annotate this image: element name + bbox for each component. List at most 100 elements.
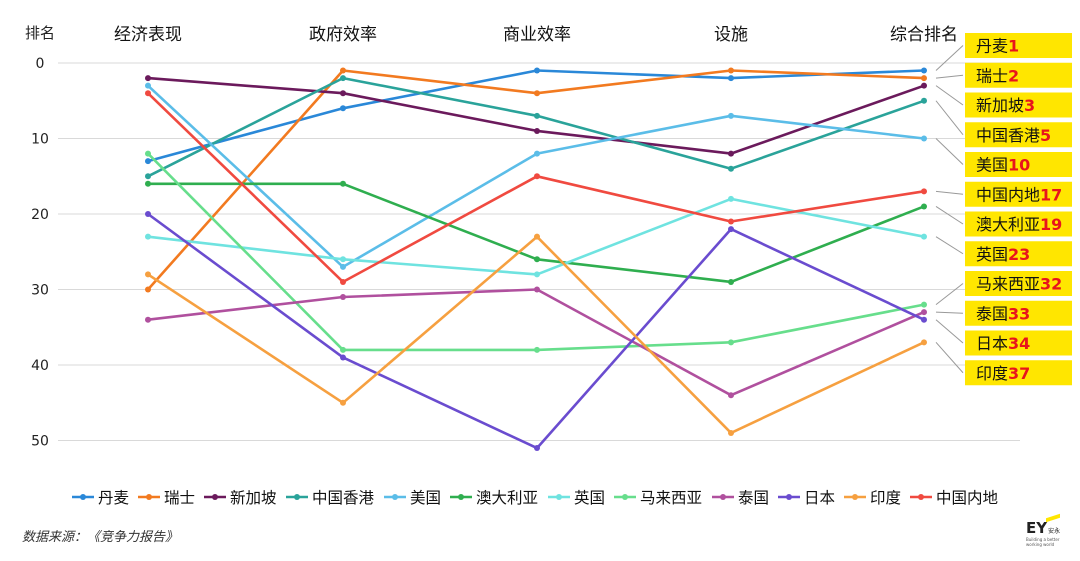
series-points — [145, 67, 927, 452]
rank-number: 37 — [1008, 364, 1030, 383]
data-point — [534, 90, 540, 97]
data-point — [145, 211, 151, 217]
rank-box-label: 澳大利亚19 — [976, 215, 1062, 234]
rank-country: 泰国 — [976, 304, 1008, 323]
rank-box — [965, 360, 1072, 386]
data-point — [145, 173, 151, 180]
legend-label: 美国 — [410, 489, 441, 507]
rank-box-label: 泰国33 — [976, 304, 1030, 323]
category-label: 政府效率 — [309, 25, 377, 45]
legend-swatch-dot — [720, 494, 726, 500]
leader-line — [935, 311, 964, 314]
y-tick-label: 20 — [31, 207, 49, 223]
leader-line — [935, 236, 964, 255]
rank-number: 5 — [1040, 126, 1051, 145]
leader-line — [935, 74, 964, 79]
rank-box — [965, 181, 1072, 207]
logo-tagline: Building a better working world — [1026, 537, 1060, 547]
data-point — [921, 339, 927, 346]
rank-box-label: 中国内地17 — [976, 185, 1062, 204]
category-label: 设施 — [714, 25, 748, 45]
data-point — [728, 75, 734, 82]
annotation-leaders — [935, 45, 964, 374]
legend-label: 瑞士 — [164, 489, 195, 507]
legend-swatch-dot — [146, 494, 152, 500]
data-point — [340, 67, 346, 74]
data-point — [921, 82, 927, 89]
leader-line — [935, 283, 964, 305]
category-label: 经济表现 — [114, 25, 182, 45]
data-point — [145, 150, 151, 157]
y-tick-label: 10 — [31, 132, 49, 148]
data-point — [145, 286, 151, 293]
y-tick-label: 50 — [31, 434, 49, 450]
rank-number: 33 — [1008, 304, 1030, 323]
rank-country: 丹麦 — [976, 37, 1008, 56]
leader-line — [935, 319, 964, 344]
data-point — [534, 286, 540, 293]
legend: 丹麦 瑞士 新加坡 中国香港 美国 澳大利亚 英国 马来西亚 泰国 日本 印度 中国内地 — [72, 489, 998, 507]
data-point — [534, 256, 540, 263]
source-note: 数据来源：《竞争力报告》 — [22, 530, 179, 545]
leader-line — [935, 45, 964, 71]
data-point — [728, 165, 734, 172]
category-labels: 经济表现 政府效率 商业效率 设施 综合排名 — [114, 25, 958, 45]
data-point — [921, 301, 927, 308]
rank-number: 2 — [1008, 66, 1019, 85]
data-point — [145, 90, 151, 97]
legend-swatch-dot — [458, 494, 464, 500]
legend-swatch-dot — [80, 494, 86, 500]
data-point — [921, 233, 927, 240]
gridlines — [58, 62, 1020, 441]
data-point — [921, 135, 927, 142]
rank-box — [965, 271, 1072, 296]
legend-label: 日本 — [804, 489, 835, 507]
data-point — [340, 75, 346, 82]
data-point — [728, 67, 734, 74]
data-point — [534, 67, 540, 74]
data-point — [728, 112, 734, 119]
legend-label: 泰国 — [738, 489, 769, 507]
rank-country: 瑞士 — [976, 66, 1008, 85]
data-point — [145, 75, 151, 82]
rank-box — [965, 330, 1072, 356]
rank-box-label: 日本34 — [976, 334, 1030, 353]
data-point — [728, 195, 734, 202]
data-point — [728, 392, 734, 399]
data-point — [145, 316, 151, 323]
rank-box-label: 瑞士2 — [976, 66, 1019, 85]
data-point — [145, 180, 151, 187]
rank-box — [965, 92, 1072, 118]
rank-box — [965, 33, 1072, 58]
rank-number: 19 — [1040, 215, 1062, 234]
legend-swatch-dot — [212, 494, 218, 500]
rank-box-label: 英国23 — [976, 245, 1030, 264]
data-point — [340, 256, 346, 263]
rank-number: 1 — [1008, 37, 1019, 56]
rank-box-label: 马来西亚32 — [976, 275, 1062, 294]
rank-annotations: 丹麦1瑞士2新加坡3中国香港5美国10中国内地17澳大利亚19英国23马来西亚3… — [965, 33, 1072, 386]
data-point — [340, 354, 346, 361]
rank-box — [965, 62, 1072, 88]
legend-swatch-dot — [786, 494, 792, 500]
data-point — [534, 346, 540, 353]
leader-line — [935, 85, 964, 106]
data-point — [534, 173, 540, 180]
rank-box-label: 中国香港5 — [976, 126, 1051, 145]
legend-label: 中国香港 — [312, 489, 375, 507]
logo-mark: EY — [1026, 519, 1048, 537]
rank-country: 美国 — [976, 156, 1008, 175]
data-point — [728, 150, 734, 157]
data-point — [921, 309, 927, 316]
data-point — [728, 339, 734, 346]
leader-line — [935, 206, 964, 225]
rank-box — [965, 211, 1072, 237]
data-point — [728, 226, 734, 233]
data-point — [534, 127, 540, 134]
data-point — [534, 445, 540, 452]
rank-box-label: 印度37 — [976, 364, 1030, 383]
rank-number: 17 — [1040, 185, 1062, 204]
legend-swatch-dot — [918, 494, 924, 500]
rank-box — [965, 122, 1072, 148]
